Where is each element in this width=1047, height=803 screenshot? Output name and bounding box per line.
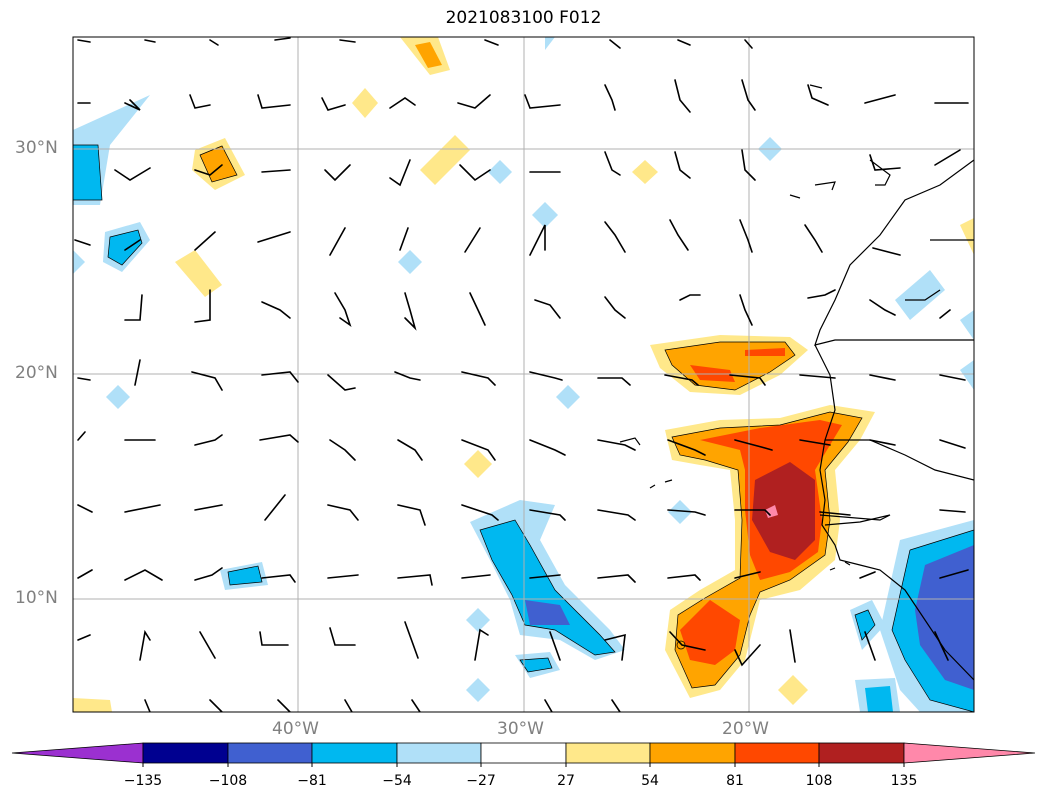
colorbar-tick-label: −108 [208, 773, 248, 789]
small-negative-spots [73, 137, 782, 702]
positive-anomaly-regions [73, 37, 974, 712]
lon-label-40w: 40°W [272, 719, 319, 739]
colorbar-tick-label: 108 [805, 773, 833, 789]
negative-anomaly-regions [73, 37, 974, 712]
lat-label-30n: 30°N [15, 138, 58, 158]
colorbar-tick-label: 54 [641, 773, 659, 789]
colorbar-low-extension [11, 742, 144, 764]
lat-label-20n: 20°N [15, 363, 58, 383]
gridlines [73, 37, 974, 712]
colorbar-tick-label: 27 [557, 773, 575, 789]
colorbar-high-extension [903, 742, 1036, 764]
colorbar-tick-label: 135 [890, 773, 918, 789]
map-title: 2021083100 F012 [445, 8, 602, 28]
wind-barbs [74, 37, 969, 712]
colorbar-tick-label: −135 [123, 773, 163, 789]
map-plot-area [73, 37, 974, 712]
lon-label-20w: 20°W [722, 719, 769, 739]
colorbar-tick-label: 81 [726, 773, 744, 789]
lon-label-30w: 30°W [497, 719, 544, 739]
map-frame [72, 36, 975, 713]
colorbar [11, 742, 1036, 767]
colorbar-tick-label: −27 [466, 773, 496, 789]
colorbar-tick-label: −54 [382, 773, 412, 789]
lat-label-10n: 10°N [15, 588, 58, 608]
colorbar-tick-label: −81 [297, 773, 327, 789]
coastlines [619, 84, 974, 681]
contour-lines [73, 144, 974, 712]
